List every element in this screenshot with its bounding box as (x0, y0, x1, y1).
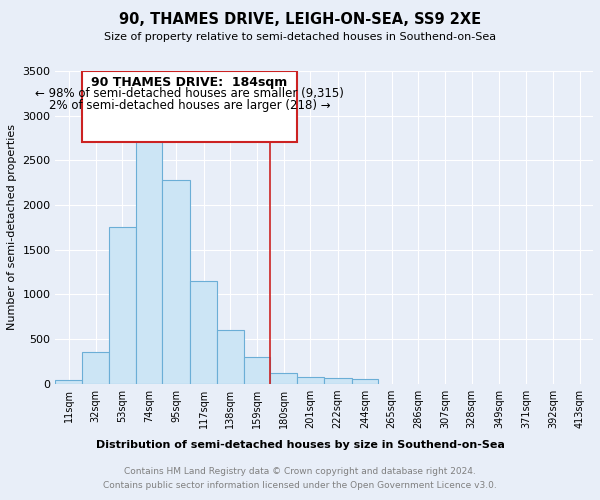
Bar (136, 120, 162, 384)
Bar (323, 378, 352, 384)
Bar (82, 352, 109, 384)
Text: 90 THAMES DRIVE:  184sqm: 90 THAMES DRIVE: 184sqm (91, 76, 287, 90)
Bar (297, 377, 323, 384)
Bar (190, 281, 217, 384)
Bar (244, 357, 270, 384)
FancyBboxPatch shape (82, 71, 297, 142)
Text: Size of property relative to semi-detached houses in Southend-on-Sea: Size of property relative to semi-detach… (104, 32, 496, 42)
Bar (109, 228, 136, 384)
Bar (55, 380, 82, 384)
Y-axis label: Number of semi-detached properties: Number of semi-detached properties (7, 124, 17, 330)
Text: 2% of semi-detached houses are larger (218) →: 2% of semi-detached houses are larger (2… (49, 98, 331, 112)
Text: Contains HM Land Registry data © Crown copyright and database right 2024.: Contains HM Land Registry data © Crown c… (124, 468, 476, 476)
Bar (270, 372, 297, 384)
Bar (217, 330, 244, 384)
Text: Contains public sector information licensed under the Open Government Licence v3: Contains public sector information licen… (103, 481, 497, 490)
Bar (352, 379, 378, 384)
Bar (162, 180, 190, 384)
Text: ← 98% of semi-detached houses are smaller (9,315): ← 98% of semi-detached houses are smalle… (35, 88, 344, 101)
Text: Distribution of semi-detached houses by size in Southend-on-Sea: Distribution of semi-detached houses by … (95, 440, 505, 450)
Text: 90, THAMES DRIVE, LEIGH-ON-SEA, SS9 2XE: 90, THAMES DRIVE, LEIGH-ON-SEA, SS9 2XE (119, 12, 481, 28)
